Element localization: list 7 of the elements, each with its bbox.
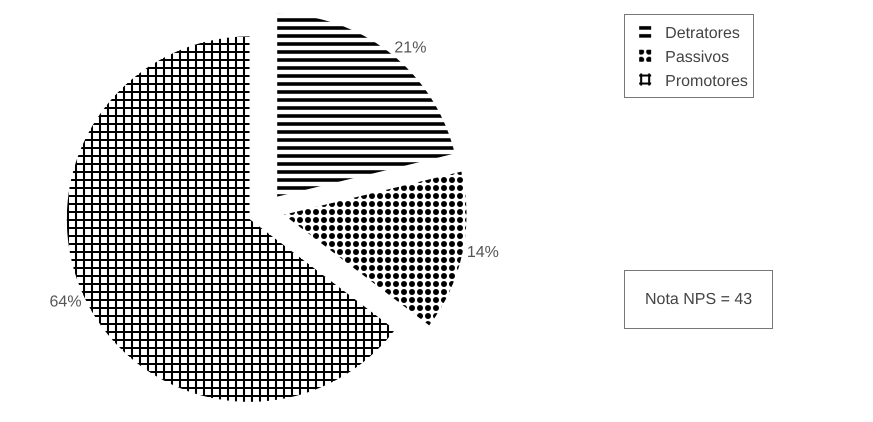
data-label: 64% — [50, 293, 82, 310]
data-label: 14% — [466, 244, 499, 262]
legend-label: Detratores — [665, 25, 740, 42]
legend-label: Passivos — [665, 48, 730, 66]
legend-label: Promotores — [665, 72, 748, 90]
text: Nota NPS = 43 — [645, 291, 752, 308]
data-label: 21% — [394, 39, 426, 56]
